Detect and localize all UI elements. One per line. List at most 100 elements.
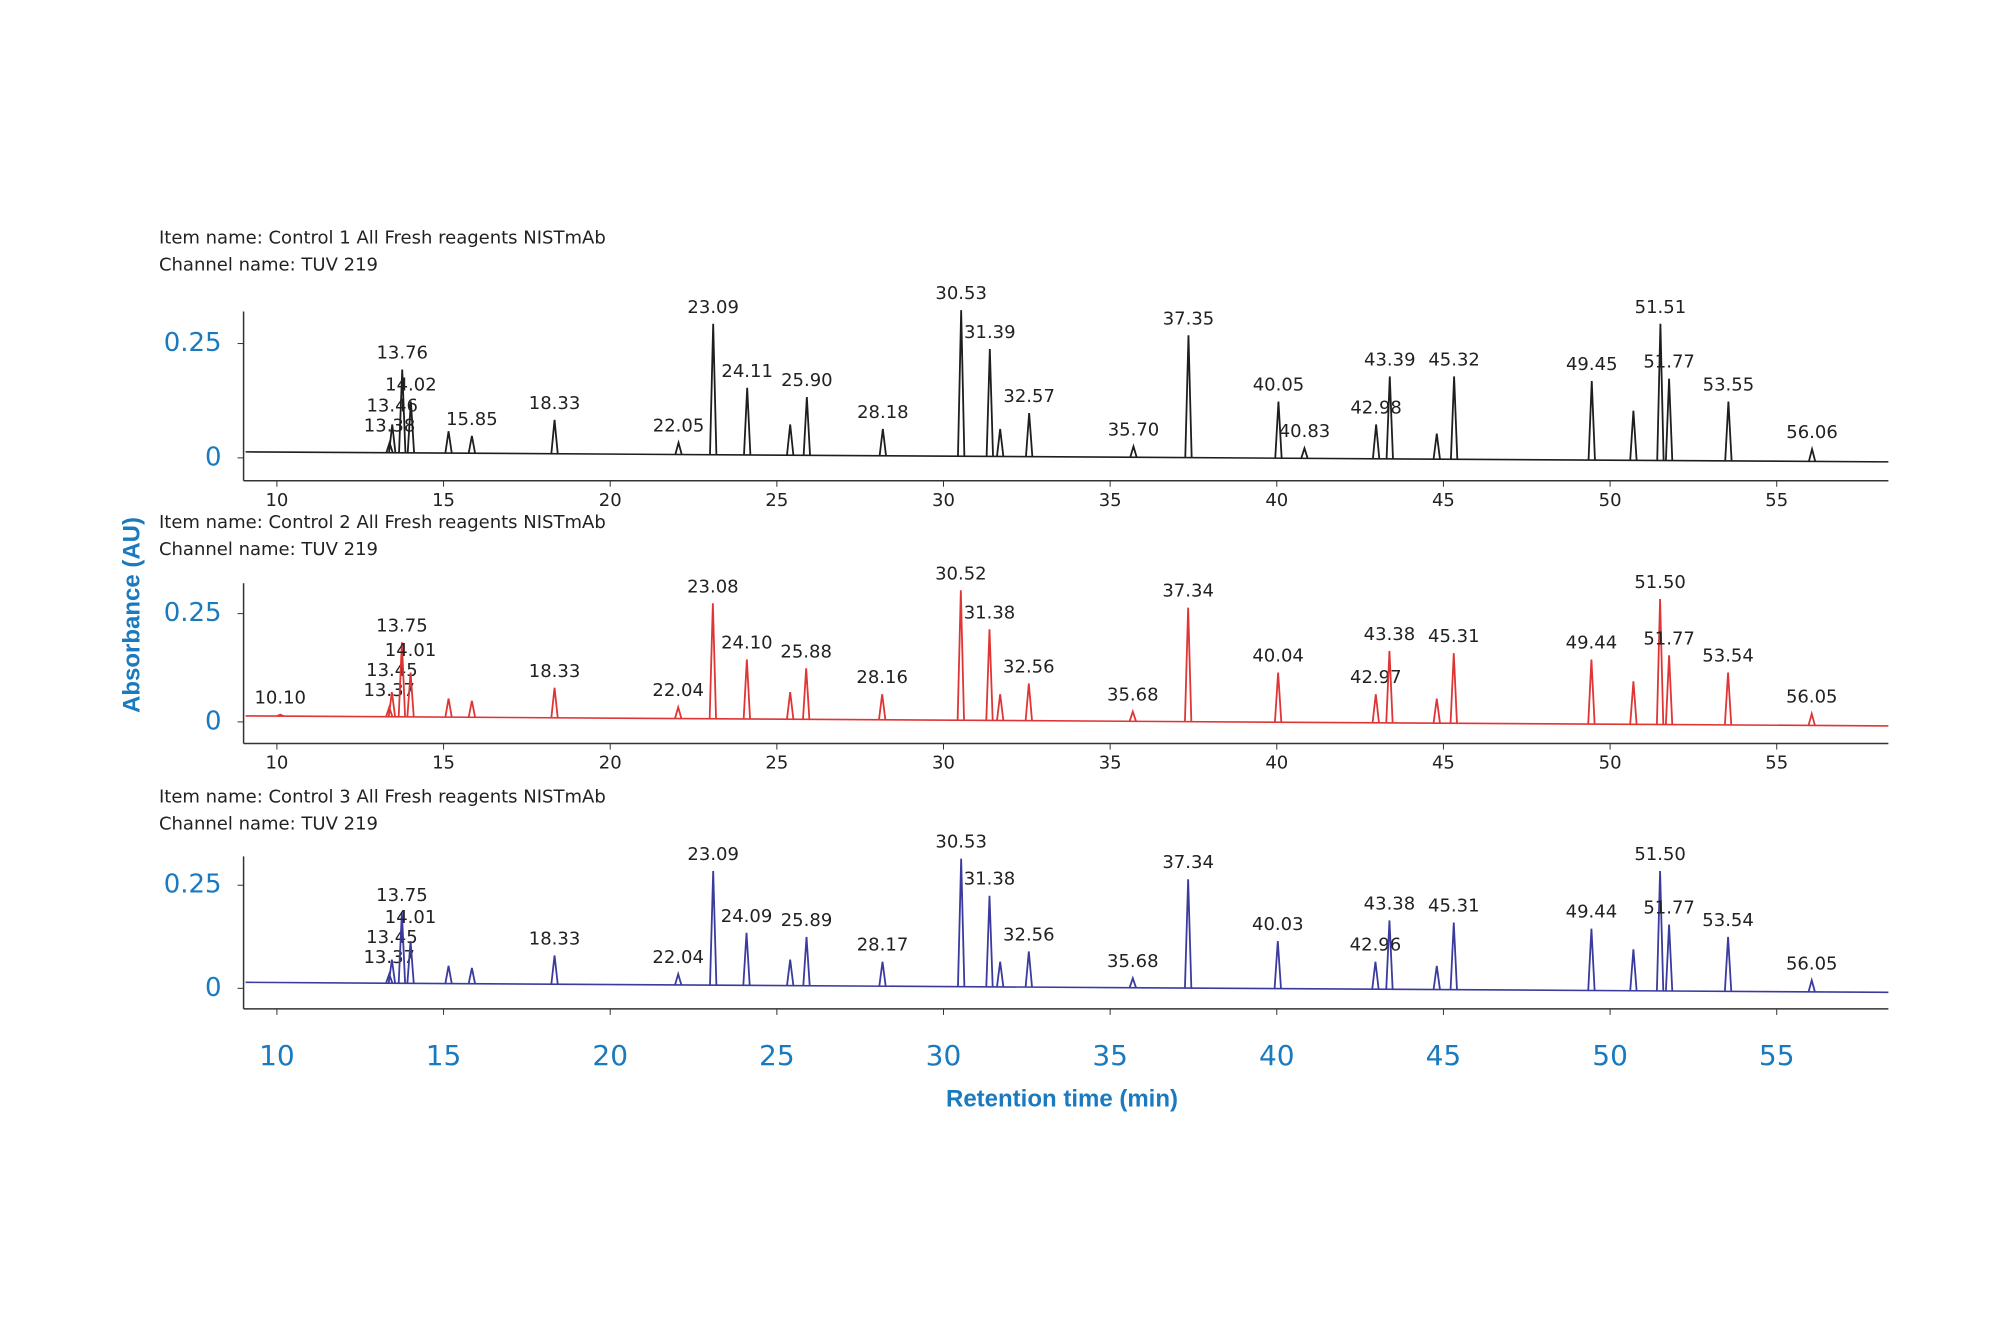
peak-label: 43.38: [1364, 624, 1416, 645]
peak: [397, 912, 406, 984]
peak: [878, 694, 887, 720]
peak-label: 13.45: [366, 927, 418, 948]
peak: [1184, 607, 1193, 722]
x-tick-label: 40: [1265, 753, 1288, 774]
peak-label: 10.10: [254, 688, 306, 709]
peak-label: 13.75: [376, 885, 428, 906]
peak: [1274, 401, 1283, 459]
peak-label: 28.17: [857, 935, 909, 956]
peak-label: 31.38: [964, 602, 1016, 623]
peak: [398, 369, 407, 453]
peak-label: 13.46: [366, 396, 418, 417]
peak-label: 51.50: [1634, 844, 1686, 865]
peak-label: 56.05: [1786, 953, 1838, 974]
peak: [1432, 433, 1441, 460]
peak-label: 30.53: [935, 832, 987, 853]
peak: [1664, 924, 1674, 992]
peak: [387, 959, 396, 984]
peak-label: 13.76: [376, 343, 428, 364]
peak: [743, 387, 752, 455]
peak: [1024, 683, 1033, 721]
peak-label: 49.44: [1566, 902, 1618, 923]
x-tick-label: 10: [265, 490, 288, 511]
peak: [1655, 598, 1665, 725]
peak-label: 31.39: [964, 322, 1016, 343]
x-tick-label: 10: [265, 753, 288, 774]
peak-label: 23.09: [687, 844, 739, 865]
panel-subtitle: Channel name: TUV 219: [159, 254, 378, 275]
peak: [1184, 879, 1193, 989]
peak: [985, 348, 994, 457]
x-axis-label: Retention time (min): [946, 1085, 1178, 1112]
peak: [1723, 672, 1733, 725]
peak: [786, 959, 795, 986]
peak-label: 42.98: [1350, 397, 1402, 418]
peak: [709, 323, 718, 455]
peak-label: 51.77: [1643, 628, 1695, 649]
panel-title: Item name: Control 3 All Fresh reagents …: [159, 786, 606, 807]
peak: [1807, 976, 1816, 993]
peak-label: 23.09: [687, 297, 739, 318]
x-tick-label: 35: [1099, 753, 1122, 774]
peak-label: 35.68: [1107, 685, 1159, 706]
peak-label: 51.77: [1643, 898, 1695, 919]
x-tick-label: 35: [1092, 1039, 1128, 1072]
peak-label: 18.33: [529, 661, 581, 682]
peak: [467, 435, 476, 454]
peak-label: 49.45: [1566, 354, 1618, 375]
peak: [996, 694, 1005, 721]
peak-label: 37.34: [1162, 581, 1214, 602]
x-tick-label: 40: [1259, 1039, 1295, 1072]
y-tick-label: 0: [205, 442, 222, 472]
peak: [550, 687, 559, 718]
peak: [1371, 961, 1380, 990]
peak: [406, 401, 415, 453]
peak-label: 43.38: [1364, 893, 1416, 914]
peak: [550, 955, 559, 985]
x-tick-label: 25: [765, 753, 788, 774]
peak: [276, 713, 284, 717]
peak-label: 30.52: [935, 563, 987, 584]
x-tick-label: 30: [932, 490, 955, 511]
peak: [1724, 401, 1733, 461]
x-tick-label: 50: [1599, 490, 1622, 511]
peak: [388, 424, 397, 453]
peak-label: 30.53: [935, 283, 987, 304]
peak-label: 37.34: [1162, 852, 1214, 873]
peak-label: 13.75: [376, 615, 428, 636]
x-tick-label: 55: [1765, 490, 1788, 511]
peak-label: 18.33: [529, 393, 581, 414]
peak: [1629, 681, 1638, 725]
peak-label: 51.51: [1635, 297, 1687, 318]
peak: [467, 967, 476, 984]
peak-label: 14.01: [385, 907, 437, 928]
peak: [957, 310, 966, 457]
peak: [786, 691, 795, 720]
peak: [1664, 655, 1674, 725]
peak: [444, 431, 453, 454]
x-tick-label: 15: [426, 1039, 462, 1072]
peak-label: 31.38: [964, 869, 1016, 890]
y-axis-label: Absorbance (AU): [118, 517, 145, 713]
y-tick-label: 0: [205, 973, 222, 1003]
peak-label: 56.06: [1786, 422, 1838, 443]
peak-label: 49.44: [1566, 633, 1618, 654]
panel-subtitle: Channel name: TUV 219: [159, 813, 378, 834]
peak: [1449, 653, 1458, 724]
peak: [1656, 323, 1665, 461]
peak-label: 32.56: [1003, 924, 1055, 945]
peak-label: 32.56: [1003, 656, 1055, 677]
peak: [674, 703, 683, 719]
peak-label: 45.32: [1428, 349, 1480, 370]
peak: [742, 932, 751, 986]
peak-label: 23.08: [687, 576, 739, 597]
peak-label: 42.96: [1350, 935, 1402, 956]
peak: [1450, 376, 1459, 460]
peak-label: 51.77: [1643, 352, 1695, 373]
peak: [985, 895, 994, 987]
peak-label: 22.05: [653, 416, 705, 437]
peak-label: 45.31: [1428, 626, 1480, 647]
x-tick-label: 50: [1599, 753, 1622, 774]
y-tick-label: 0.25: [164, 870, 222, 900]
